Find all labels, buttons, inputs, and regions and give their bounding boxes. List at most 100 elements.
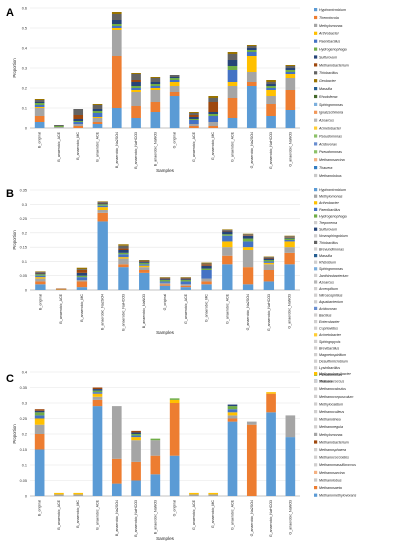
legend-label: Thiobacillus — [319, 241, 338, 245]
legend-swatch — [314, 418, 317, 421]
x-tick-label: G_anaerobic_NaNO3 — [288, 132, 292, 167]
bar-segment — [284, 236, 294, 237]
legend-label: Thiobacillus — [319, 71, 338, 75]
y-tick-label: 0.2 — [22, 231, 27, 235]
bar-segment — [170, 456, 180, 496]
panel-label: C — [6, 373, 14, 385]
bar-segment — [160, 280, 170, 281]
y-tick-label: 0.4 — [22, 47, 27, 51]
legend-swatch — [314, 280, 317, 283]
bar-segment — [201, 279, 211, 282]
legend-label: Methanoculleus — [319, 410, 344, 414]
legend-label: Methylomonas — [319, 433, 343, 437]
x-tick-label: B_anaerobic_MC — [80, 294, 84, 322]
y-tick-label: 0.1 — [22, 464, 27, 468]
legend-label: Nitrosospirillus — [319, 294, 343, 298]
y-tick-label: 0.3 — [22, 402, 27, 406]
bar-segment — [98, 213, 108, 222]
panel-label: A — [6, 7, 14, 19]
legend-swatch — [314, 166, 317, 169]
bar-segment — [266, 394, 276, 413]
legend-label: Methanosaeta — [319, 486, 342, 490]
bar-segment — [118, 249, 128, 250]
bar-segment — [54, 127, 64, 128]
bar-segment — [56, 289, 66, 290]
legend-swatch — [314, 307, 317, 310]
bar-segment — [208, 98, 218, 102]
legend-swatch — [314, 127, 317, 130]
bar-segment — [35, 99, 45, 100]
legend-swatch — [314, 95, 317, 98]
x-tick-label: G_original — [163, 294, 167, 311]
bar-segment — [35, 277, 45, 278]
bar-segment — [228, 412, 238, 415]
bar-segment — [222, 229, 232, 230]
bar-segment — [170, 96, 180, 128]
legend-swatch — [314, 71, 317, 74]
bar-segment — [222, 231, 232, 232]
bar-segment — [77, 273, 87, 276]
bar-segment — [286, 110, 296, 128]
x-tick-label: G_anaerobic_ACE — [192, 499, 196, 530]
legend-swatch — [314, 247, 317, 250]
bar-segment — [93, 400, 103, 406]
bar-segment — [201, 281, 211, 284]
bar-segment — [93, 397, 103, 400]
bar-segment — [93, 118, 103, 122]
x-tick-label: B_anaerobic_ACE — [57, 131, 61, 161]
y-axis-label: Proportion — [12, 424, 17, 444]
bar-segment — [228, 406, 238, 409]
bar-segment — [284, 237, 294, 238]
legend-label: Methanococcus — [319, 380, 344, 384]
bar-segment — [247, 45, 257, 46]
bar-segment — [170, 86, 180, 92]
x-tick-label: G_anaerobic_ACE — [225, 293, 229, 324]
bar-segment — [284, 247, 294, 253]
bar-segment — [286, 74, 296, 78]
bar-segment — [222, 241, 232, 247]
chart-panel-C: C00.050.10.150.20.250.30.350.4Proportion… — [6, 371, 357, 542]
bar-segment — [189, 119, 199, 120]
legend-swatch — [314, 55, 317, 58]
bar-segment — [170, 92, 180, 96]
legend-label: Methanocalculus — [319, 387, 346, 391]
x-tick-label: G_anaerobic_ACE — [231, 131, 235, 162]
bar-segment — [112, 56, 122, 108]
bar-segment — [131, 92, 141, 106]
legend-swatch — [314, 313, 317, 316]
legend-label: Enterobacter — [319, 320, 340, 324]
bar-segment — [118, 250, 128, 253]
x-tick-label: B_anaerobic_Na2SO4 — [115, 500, 119, 536]
x-tick-label: B_anaerobic_ACE — [96, 131, 100, 161]
bar-segment — [284, 236, 294, 237]
legend-swatch — [314, 234, 317, 237]
legend-swatch — [314, 494, 317, 497]
bar-segment — [201, 284, 211, 290]
x-tick-label: G_anaerobic_NaHCO3 — [269, 132, 273, 169]
bar-segment — [264, 281, 274, 290]
bar-segment — [151, 474, 161, 496]
legend-swatch — [314, 387, 317, 390]
bar-segment — [151, 88, 161, 90]
legend-label: Pseudomonas — [319, 150, 342, 154]
bar-segment — [93, 388, 103, 390]
bar-segment — [131, 73, 141, 74]
x-tick-label: B_anaerobic_ACE — [96, 499, 100, 529]
legend-label: Methanoregula — [319, 425, 343, 429]
bar-segment — [264, 257, 274, 258]
legend-label: Hydrogenophaga — [319, 214, 347, 218]
bar-segment — [118, 267, 128, 290]
bar-segment — [228, 405, 238, 407]
legend-swatch — [314, 214, 317, 217]
legend-label: Brevundimonas — [319, 247, 344, 251]
bar-segment — [131, 74, 141, 80]
bar-segment — [228, 415, 238, 418]
bar-segment — [77, 268, 87, 269]
bar-segment — [54, 126, 64, 127]
bar-segment — [264, 258, 274, 259]
bar-segment — [228, 60, 238, 66]
x-tick-label: B_anaerobic_NaNO3 — [142, 294, 146, 328]
legend-swatch — [314, 142, 317, 145]
legend-label: Sphingomonas — [319, 103, 343, 107]
bar-segment — [73, 122, 83, 124]
